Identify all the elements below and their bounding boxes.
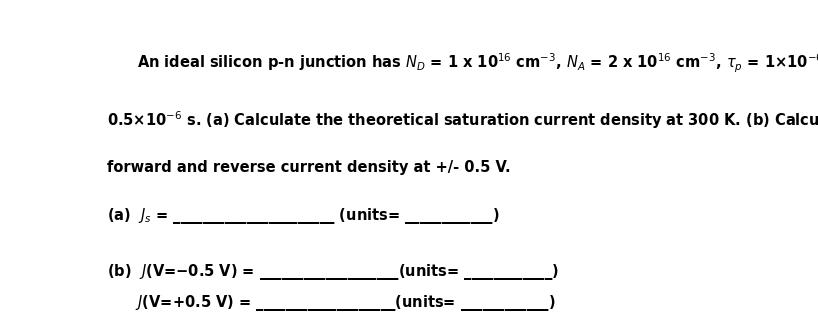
Text: 0.5×10$^{-6}$ s. (a) Calculate the theoretical saturation current density at 300: 0.5×10$^{-6}$ s. (a) Calculate the theor… bbox=[107, 109, 818, 130]
Text: forward and reverse current density at +/- 0.5 V.: forward and reverse current density at +… bbox=[107, 160, 511, 175]
Text: (a)  $J_s$ = ______________________ (units= ____________): (a) $J_s$ = ______________________ (unit… bbox=[107, 206, 500, 226]
Text: $J$(V=+0.5 V) = ___________________(units= ____________): $J$(V=+0.5 V) = ___________________(unit… bbox=[107, 293, 555, 313]
Text: An ideal silicon p-n junction has $N_D$ = 1 x 10$^{16}$ cm$^{-3}$, $N_A$ = 2 x 1: An ideal silicon p-n junction has $N_D$ … bbox=[137, 51, 818, 75]
Text: (b)  $J$(V=−0.5 V) = ___________________(units= ____________): (b) $J$(V=−0.5 V) = ___________________(… bbox=[107, 262, 560, 282]
